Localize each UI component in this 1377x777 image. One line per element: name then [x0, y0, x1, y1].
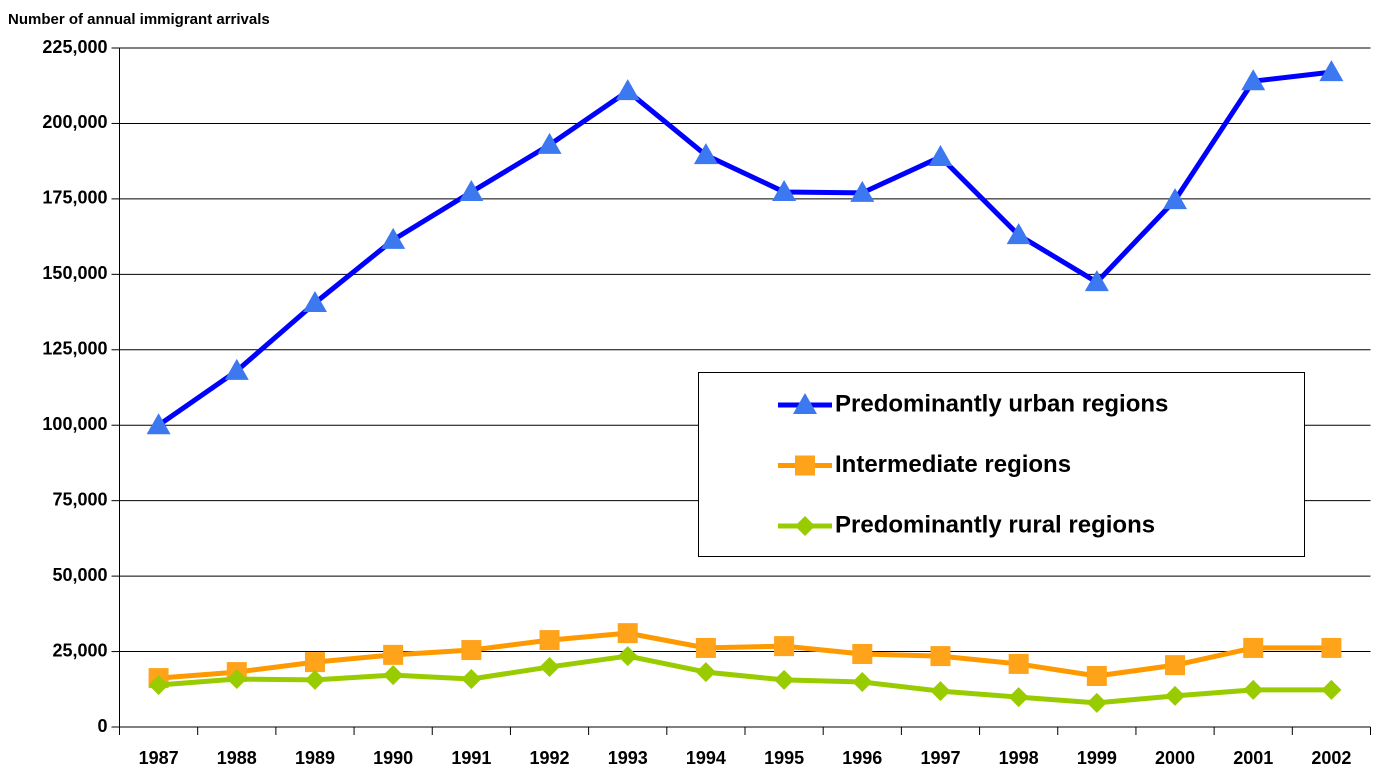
legend-label: Predominantly urban regions [835, 390, 1168, 417]
marker [304, 669, 325, 690]
marker [930, 681, 951, 702]
legend: Predominantly urban regions Intermediate … [698, 372, 1305, 557]
legend-label: Predominantly rural regions [835, 511, 1155, 538]
marker [1319, 60, 1344, 82]
marker [381, 227, 406, 249]
x-tick-label: 1987 [139, 748, 179, 768]
marker [852, 643, 873, 664]
marker [1086, 692, 1107, 713]
y-tick-label: 0 [97, 716, 107, 736]
marker [852, 672, 873, 693]
y-axis-label: Number of annual immigrant arrivals [8, 11, 270, 28]
marker [695, 662, 716, 683]
y-tick-label: 75,000 [52, 489, 107, 509]
x-tick-label: 1989 [295, 748, 335, 768]
marker [148, 675, 169, 696]
marker [793, 393, 817, 414]
marker [226, 669, 247, 690]
marker [302, 291, 327, 313]
series-line [157, 69, 1332, 428]
marker [693, 143, 718, 165]
marker [774, 636, 795, 657]
marker [615, 79, 640, 101]
marker [1006, 223, 1031, 245]
marker [928, 144, 953, 166]
marker [695, 637, 716, 658]
series-line [158, 630, 1332, 681]
marker [539, 656, 560, 677]
marker [1163, 188, 1188, 210]
marker [1084, 270, 1109, 292]
x-tick-label: 1993 [608, 748, 648, 768]
x-tick-label: 1990 [373, 748, 413, 768]
marker [1243, 637, 1264, 658]
marker [1165, 655, 1186, 676]
series-line [158, 653, 1332, 706]
marker [772, 179, 797, 201]
y-tick-label: 225,000 [42, 37, 107, 57]
marker [383, 665, 404, 686]
x-tick-label: 2001 [1233, 748, 1273, 768]
x-tick-label: 2002 [1311, 748, 1351, 768]
marker [1008, 687, 1029, 708]
x-tick-label: 1994 [686, 748, 726, 768]
marker [617, 623, 638, 644]
marker [304, 652, 325, 673]
marker [850, 180, 875, 202]
y-tick-label: 25,000 [52, 640, 107, 660]
x-tick-label: 1999 [1077, 748, 1117, 768]
y-tick-label: 200,000 [42, 112, 107, 132]
marker [383, 644, 404, 665]
marker [795, 455, 815, 476]
marker [1243, 679, 1264, 700]
marker [459, 179, 484, 201]
marker [461, 640, 482, 661]
x-tick-label: 1998 [999, 748, 1039, 768]
x-tick-label: 1992 [530, 748, 570, 768]
marker [1008, 653, 1029, 674]
marker [795, 516, 815, 536]
x-tick-label: 2000 [1155, 748, 1195, 768]
x-tick-label: 1988 [217, 748, 257, 768]
marker [539, 630, 560, 651]
marker [537, 132, 562, 154]
x-tick-label: 1996 [842, 748, 882, 768]
x-tick-label: 1995 [764, 748, 804, 768]
marker [461, 669, 482, 690]
marker [930, 646, 951, 667]
x-tick-label: 1991 [451, 748, 491, 768]
y-tick-label: 100,000 [42, 414, 107, 434]
legend-label: Intermediate regions [835, 451, 1071, 478]
marker [1321, 679, 1342, 700]
x-tick-label: 1997 [920, 748, 960, 768]
y-tick-label: 125,000 [42, 339, 107, 359]
y-tick-label: 150,000 [42, 263, 107, 283]
marker [774, 669, 795, 690]
marker [224, 358, 249, 380]
marker [617, 646, 638, 667]
y-tick-label: 50,000 [52, 565, 107, 585]
marker [1165, 685, 1186, 706]
marker [146, 413, 171, 435]
marker [1241, 69, 1266, 91]
y-tick-label: 175,000 [42, 188, 107, 208]
marker [1086, 665, 1107, 686]
marker [1321, 637, 1342, 658]
